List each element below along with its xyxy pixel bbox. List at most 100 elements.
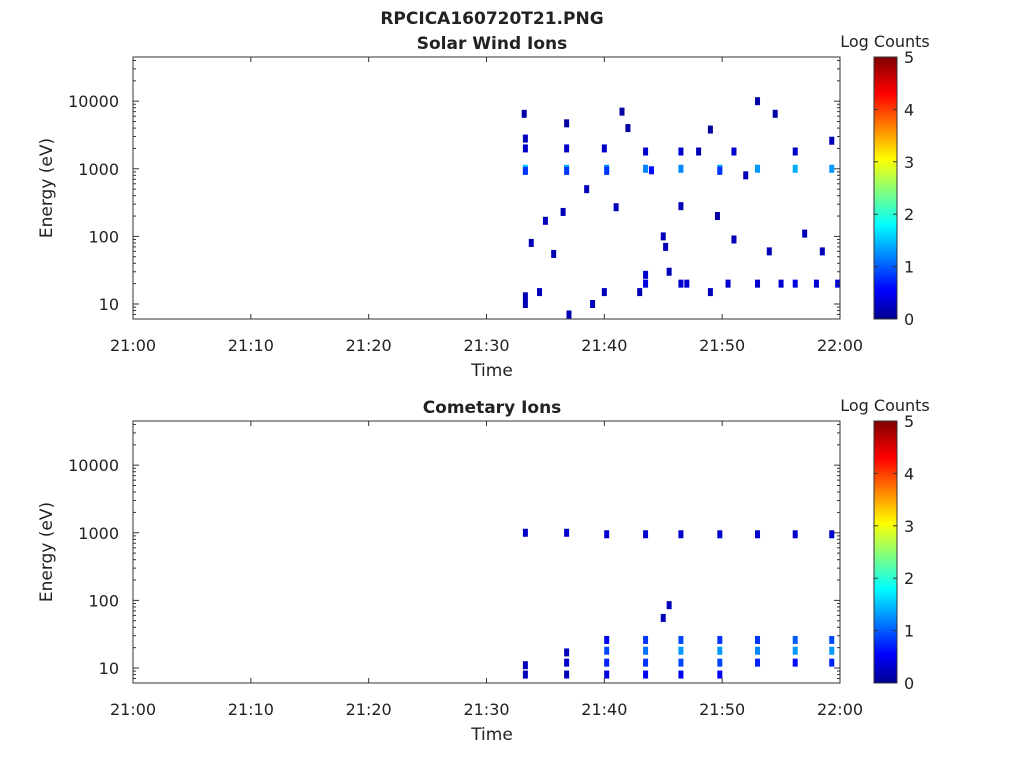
heatmap-cell (643, 530, 649, 539)
x-tick-label: 21:50 (699, 336, 745, 355)
x-tick-label: 21:40 (581, 700, 627, 719)
heatmap-cell (678, 279, 684, 288)
heatmap-cell (755, 658, 761, 667)
heatmap-cell (613, 203, 619, 212)
colorbar-tick-label: 2 (904, 569, 914, 588)
x-tick-label: 21:20 (346, 336, 392, 355)
colorbar-tick-label: 2 (904, 205, 914, 224)
heatmap-cell (678, 658, 684, 667)
heatmap-cell (731, 147, 737, 156)
y-tick-label: 100 (88, 227, 119, 246)
heatmap-cell (564, 658, 570, 667)
heatmap-cell (678, 670, 684, 679)
y-tick-label: 10 (99, 659, 119, 678)
heatmap-cell (604, 670, 610, 679)
heatmap-cell (660, 613, 666, 622)
colorbar-tick-label: 4 (904, 464, 914, 483)
heatmap-cell (601, 288, 607, 297)
x-tick-label: 21:50 (699, 700, 745, 719)
x-axis-label: Time (470, 725, 513, 745)
heatmap-cell (829, 635, 835, 644)
colorbar-tick-label: 4 (904, 100, 914, 119)
colorbar-label: Log Counts (840, 32, 930, 51)
heatmap-cell (522, 144, 528, 153)
panel-title: Solar Wind Ions (417, 34, 568, 54)
heatmap-cell (522, 670, 528, 679)
heatmap-cell (707, 288, 713, 297)
heatmap-cell (604, 658, 610, 667)
plot-frame (132, 420, 841, 684)
heatmap-cell (564, 648, 570, 657)
x-ticks: 21:00 21:10 21:20 21:30 21:40 21:50 22:00 (110, 421, 863, 719)
heatmap-cell (601, 144, 607, 153)
heatmap-cell (829, 530, 835, 539)
heatmap-cell (792, 164, 798, 173)
colorbar-tick-label: 0 (904, 310, 914, 329)
heatmap-cell (717, 166, 723, 175)
heatmap-cell (604, 166, 610, 175)
x-axis-label: Time (470, 361, 513, 381)
heatmap-cell (717, 646, 723, 655)
heatmap-cell (792, 635, 798, 644)
heatmap-cell (566, 310, 572, 319)
y-tick-label: 10 (99, 295, 119, 314)
heatmap-cell (666, 601, 672, 610)
heatmap-cell (648, 166, 654, 175)
heatmap-cell (717, 635, 723, 644)
heatmap-cell (755, 279, 761, 288)
solar-wind-panel: Solar Wind Ions Log Counts 21:00 21:10 21:… (37, 32, 930, 381)
heatmap-cell (564, 670, 570, 679)
heatmap-cell (564, 528, 570, 537)
colorbar-ticks: 0 1 2 3 4 5 (874, 412, 914, 693)
heatmap-cell (731, 235, 737, 244)
heatmap-cell (560, 207, 566, 216)
heatmap-cell (564, 144, 570, 153)
heatmap-cell (643, 147, 649, 156)
heatmap-cell (666, 267, 672, 276)
heatmap-cell (819, 247, 825, 256)
heatmap-cell (829, 646, 835, 655)
heatmap-cell (564, 166, 570, 175)
heatmap-cell (542, 216, 548, 225)
x-tick-label: 21:10 (228, 336, 274, 355)
colorbar-tick-label: 3 (904, 517, 914, 536)
heatmap-cell (707, 125, 713, 134)
y-tick-label: 1000 (78, 524, 119, 543)
heatmap-cell (584, 185, 590, 194)
heatmap-cell (792, 530, 798, 539)
colorbar-tick-label: 1 (904, 622, 914, 641)
heatmap-cell (604, 635, 610, 644)
heatmap-cells (521, 97, 841, 319)
y-tick-label: 10000 (68, 456, 119, 475)
x-tick-label: 21:20 (346, 700, 392, 719)
heatmap-cell (829, 136, 835, 145)
heatmap-cell (755, 164, 761, 173)
heatmap-cell (637, 288, 643, 297)
figure-title: RPCICA160720T21.PNG (380, 9, 603, 29)
colorbar-tick-label: 5 (904, 412, 914, 431)
heatmap-cell (725, 279, 731, 288)
heatmap-cell (778, 279, 784, 288)
heatmap-cell (684, 279, 690, 288)
x-tick-label: 21:00 (110, 336, 156, 355)
heatmap-cell (678, 164, 684, 173)
colorbar-tick-label: 3 (904, 153, 914, 172)
heatmap-cell (564, 119, 570, 128)
y-ticks: 10 100 1000 10000 (68, 59, 840, 320)
x-tick-label: 22:00 (817, 336, 863, 355)
y-axis-label: Energy (eV) (37, 502, 57, 602)
heatmap-cell (678, 202, 684, 211)
heatmap-cell (717, 658, 723, 667)
heatmap-cell (678, 147, 684, 156)
y-tick-label: 100 (88, 591, 119, 610)
heatmap-cell (717, 530, 723, 539)
heatmap-cell (678, 635, 684, 644)
heatmap-cell (792, 147, 798, 156)
heatmap-cell (551, 249, 557, 258)
x-ticks: 21:00 21:10 21:20 21:30 21:40 21:50 22:00 (110, 57, 863, 355)
heatmap-cell (678, 646, 684, 655)
x-tick-label: 21:00 (110, 700, 156, 719)
y-axis-label: Energy (eV) (37, 138, 57, 238)
heatmap-cell (813, 279, 819, 288)
